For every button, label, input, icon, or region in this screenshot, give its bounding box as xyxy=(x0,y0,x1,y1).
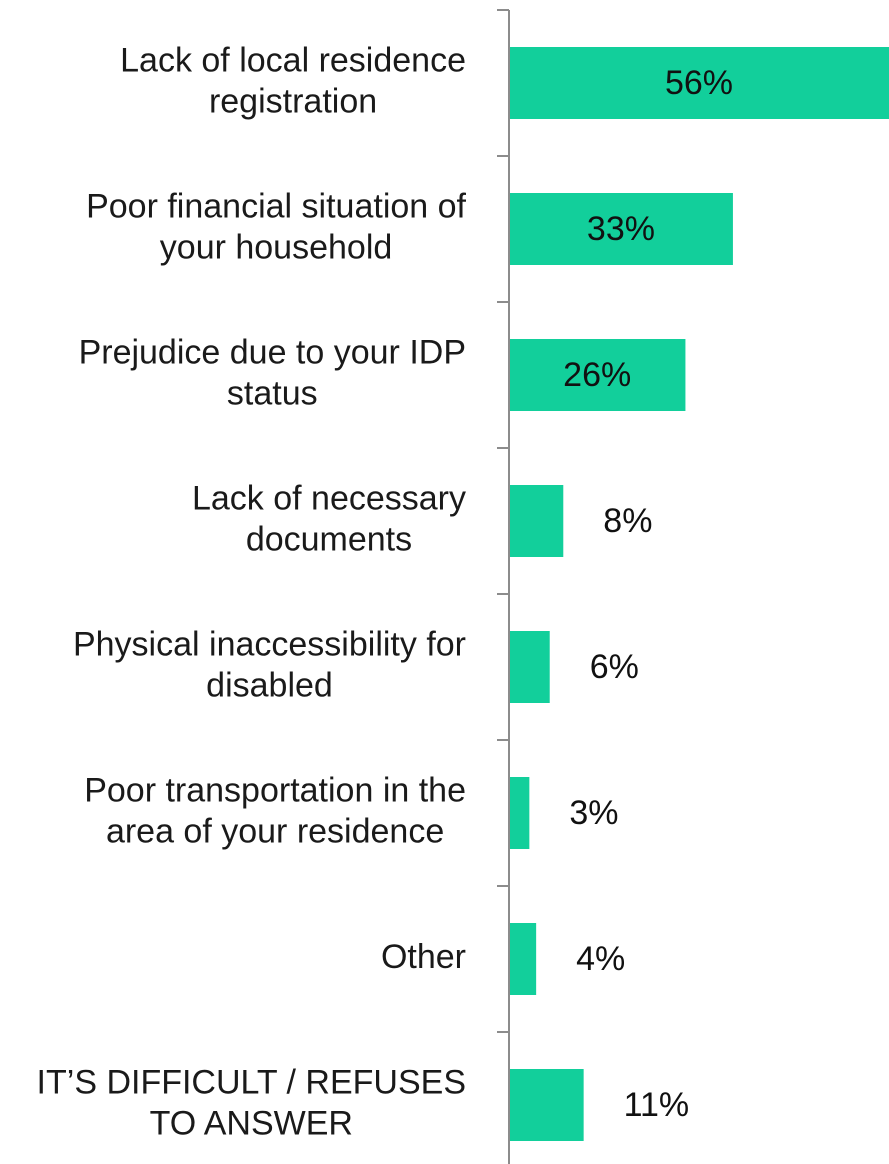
category-label: IT’S DIFFICULT / REFUSES TO ANSWER xyxy=(37,1063,466,1142)
category-label: Physical inaccessibility for disabled xyxy=(73,625,466,704)
category-label: Other xyxy=(381,938,466,976)
bar xyxy=(509,193,733,265)
bar xyxy=(509,485,564,557)
category-axis xyxy=(497,9,510,1164)
category-label: Lack of necessary documents xyxy=(192,479,466,558)
bar xyxy=(509,777,530,849)
bars-layer xyxy=(509,47,889,1141)
value-label: 33% xyxy=(587,210,655,248)
value-label: 8% xyxy=(603,502,652,540)
category-labels: Lack of local residence registration Poor … xyxy=(37,41,467,1142)
category-label: Prejudice due to your IDP status xyxy=(79,333,466,412)
category-label: Poor transportation in the area of your r… xyxy=(84,771,466,850)
value-label: 4% xyxy=(576,940,625,978)
bar xyxy=(509,47,889,119)
value-label: 26% xyxy=(563,356,631,394)
category-label: Lack of local residence registration xyxy=(120,41,466,120)
value-label: 3% xyxy=(569,794,618,832)
value-label: 6% xyxy=(590,648,639,686)
bar xyxy=(509,631,550,703)
value-label: 56% xyxy=(665,64,733,102)
bar xyxy=(509,339,686,411)
value-label: 11% xyxy=(624,1086,690,1124)
bar xyxy=(509,923,537,995)
category-label: Poor financial situation of your househol… xyxy=(86,187,466,266)
value-labels: 56% 33% 26% 8% 6% 3% 4% 11% xyxy=(563,64,733,1124)
bar xyxy=(509,1069,584,1141)
